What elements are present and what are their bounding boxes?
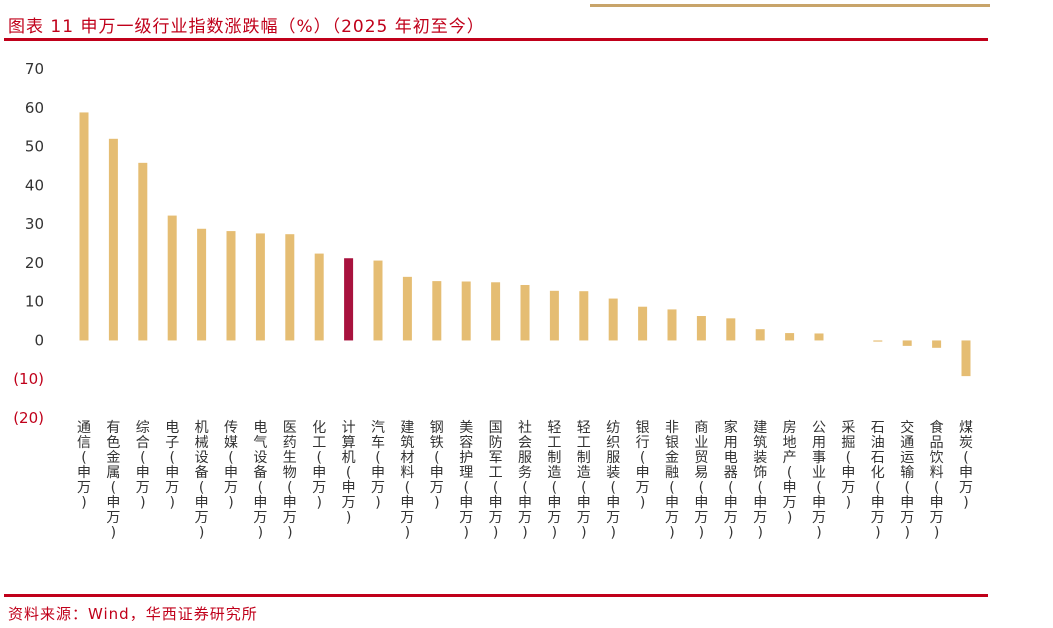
x-tick-label: 医药生物(申万) xyxy=(283,420,297,541)
bar xyxy=(814,333,824,341)
bar xyxy=(432,281,442,341)
bar xyxy=(167,215,177,341)
x-tick-label: 综合(申万) xyxy=(136,420,150,511)
x-tick-label: 交通运输(申万) xyxy=(900,419,914,541)
y-tick-label: (20) xyxy=(13,409,44,427)
x-tick-label: 通信(申万) xyxy=(77,420,91,511)
x-tick-label: 公用事业(申万) xyxy=(812,420,826,541)
bar xyxy=(549,290,559,341)
bars xyxy=(79,112,971,377)
bar xyxy=(108,138,118,341)
x-tick-label: 钢铁(申万) xyxy=(430,420,444,511)
x-tick-label: 传媒(申万) xyxy=(224,420,238,511)
y-tick-label: 10 xyxy=(25,293,44,311)
bar-chart: 70 60 50 40 30 20 10 0 (10) (20) 通信(申万) 有色金属(申万) 综合… xyxy=(13,60,973,541)
source-note: 资料来源：Wind，华西证券研究所 xyxy=(8,605,258,623)
y-tick-label: 40 xyxy=(25,176,44,194)
x-tick-label: 有色金属(申万) xyxy=(106,420,120,541)
x-tick-label: 轻工制造(申万) xyxy=(577,420,591,541)
y-axis: 70 60 50 40 30 20 10 0 (10) (20) xyxy=(13,60,44,427)
bar xyxy=(785,333,795,341)
bar xyxy=(491,282,501,341)
bar xyxy=(755,329,765,341)
bar xyxy=(638,306,648,341)
y-tick-label: 70 xyxy=(25,60,44,78)
bar xyxy=(667,309,677,341)
bar xyxy=(932,340,942,348)
bar xyxy=(579,291,589,341)
x-tick-label: 机械设备(申万) xyxy=(195,420,209,541)
x-tick-label: 社会服务(申万) xyxy=(518,420,532,541)
x-tick-label: 石油石化(申万) xyxy=(871,420,885,541)
x-tick-label: 煤炭(申万) xyxy=(959,420,973,511)
bar xyxy=(138,162,148,341)
bar xyxy=(344,258,354,341)
top-decorative-rule xyxy=(590,4,990,7)
x-tick-label: 家用电器(申万) xyxy=(724,419,738,541)
x-tick-label: 轻工制造(申万) xyxy=(547,420,561,541)
bar xyxy=(226,231,236,341)
x-tick-label: 计算机(申万) xyxy=(342,420,356,526)
x-tick-label: 化工(申万) xyxy=(312,420,326,511)
x-tick-label: 房地产(申万) xyxy=(783,420,797,526)
y-tick-label: 20 xyxy=(25,254,44,272)
x-tick-label: 非银金融(申万) xyxy=(665,420,679,541)
y-tick-label: 0 xyxy=(34,331,44,349)
bar xyxy=(197,228,207,341)
x-tick-label: 建筑装饰(申万) xyxy=(753,420,767,541)
title-divider xyxy=(4,38,988,41)
footer-divider xyxy=(4,594,988,597)
x-tick-label: 汽车(申万) xyxy=(371,420,385,511)
x-tick-label: 建筑材料(申万) xyxy=(400,420,414,541)
y-tick-label: 50 xyxy=(25,138,44,156)
bar xyxy=(961,340,971,377)
x-tick-label: 国防军工(申万) xyxy=(489,420,503,541)
bar xyxy=(726,318,736,341)
x-tick-label: 电子(申万) xyxy=(165,420,179,511)
bar xyxy=(314,253,324,341)
x-tick-label: 食品饮料(申万) xyxy=(930,419,944,541)
x-tick-label: 采掘(申万) xyxy=(841,420,855,511)
x-tick-label: 商业贸易(申万) xyxy=(694,420,708,541)
bar xyxy=(696,316,706,341)
bar xyxy=(255,233,265,341)
bar xyxy=(79,112,89,341)
bar xyxy=(402,276,412,341)
x-tick-label: 银行(申万) xyxy=(636,420,650,511)
x-tick-label: 美容护理(申万) xyxy=(459,420,473,541)
x-tick-label: 电气设备(申万) xyxy=(253,420,267,541)
y-tick-label: 60 xyxy=(25,99,44,117)
chart-title: 图表 11 申万一级行业指数涨跌幅（%）（2025 年初至今） xyxy=(8,17,485,37)
bar xyxy=(608,298,618,341)
bar xyxy=(461,281,471,341)
x-axis-labels: 通信(申万) 有色金属(申万) 综合(申万) 电子(申万) 机械设备(申万) 传媒(申万)… xyxy=(77,419,973,541)
bar xyxy=(520,284,530,341)
y-tick-label: 30 xyxy=(25,215,44,233)
bar xyxy=(373,260,383,341)
bar xyxy=(873,340,883,342)
bar xyxy=(285,234,295,341)
bar xyxy=(902,340,912,346)
y-tick-label: (10) xyxy=(13,370,44,388)
x-tick-label: 纺织服装(申万) xyxy=(606,420,620,541)
